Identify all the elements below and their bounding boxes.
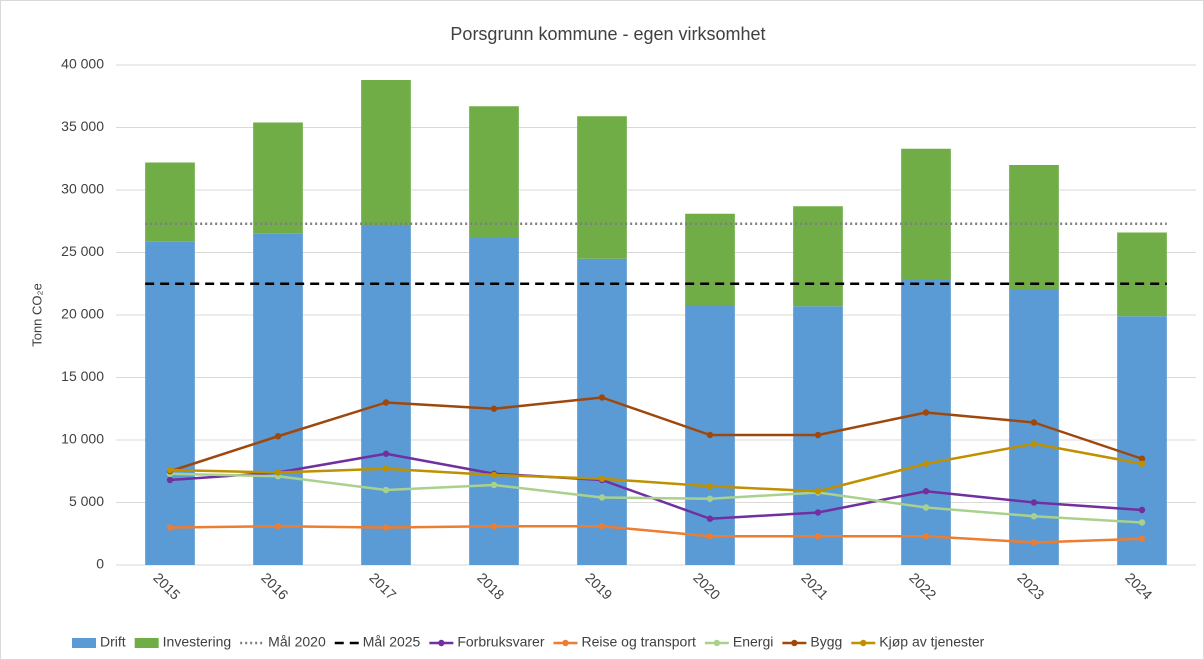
marker — [274, 469, 282, 476]
bar — [145, 162, 195, 242]
marker — [1030, 419, 1038, 426]
marker — [490, 481, 498, 489]
legend-label: Mål 2025 — [363, 634, 421, 650]
marker — [598, 494, 606, 501]
marker — [382, 450, 390, 457]
marker — [814, 509, 822, 516]
legend-label: Forbruksvarer — [457, 634, 544, 650]
legend-label: Reise og transport — [581, 634, 696, 650]
y-tick-label: 25 000 — [61, 243, 104, 259]
legend-label: Energi — [733, 634, 773, 650]
marker — [1138, 535, 1146, 542]
bar — [685, 213, 735, 305]
marker — [166, 466, 174, 474]
y-axis-title: Tonn CO₂e — [29, 283, 44, 347]
y-tick-label: 0 — [96, 556, 104, 572]
marker — [166, 524, 174, 531]
line-series — [169, 442, 1143, 493]
bar — [145, 241, 195, 565]
y-tick-label: 10 000 — [61, 431, 104, 447]
marker — [706, 515, 714, 522]
marker — [166, 476, 174, 484]
marker — [706, 431, 714, 439]
marker — [1030, 539, 1038, 546]
marker — [274, 433, 282, 440]
legend-label: Mål 2020 — [268, 634, 326, 650]
bar — [1117, 316, 1167, 565]
marker — [490, 523, 498, 530]
marker — [922, 533, 930, 540]
bar — [469, 237, 519, 565]
marker — [1138, 460, 1146, 467]
legend-label: Kjøp av tjenester — [879, 634, 984, 650]
marker — [490, 405, 498, 412]
marker — [382, 524, 390, 531]
marker — [1030, 440, 1038, 447]
marker — [1138, 506, 1146, 514]
legend-marker — [713, 639, 721, 647]
marker — [814, 533, 822, 540]
bar — [1009, 165, 1059, 290]
bar — [361, 80, 411, 225]
y-tick-label: 30 000 — [61, 181, 104, 197]
bar — [469, 106, 519, 238]
legend-label: Investering — [163, 634, 231, 650]
bar — [577, 258, 627, 565]
marker — [814, 431, 822, 439]
marker — [706, 533, 714, 540]
marker — [382, 465, 390, 472]
legend-marker — [791, 639, 798, 647]
marker — [598, 475, 606, 482]
marker — [922, 409, 930, 416]
legend-swatch — [134, 638, 159, 648]
y-tick-label: 20 000 — [61, 306, 104, 322]
y-tick-label: 5 000 — [69, 493, 104, 509]
line-series — [169, 525, 1143, 544]
y-tick-label: 40 000 — [61, 56, 104, 72]
marker — [1030, 499, 1038, 506]
bar — [577, 116, 627, 259]
marker — [490, 471, 498, 479]
marker — [922, 488, 930, 495]
legend-swatch — [72, 638, 96, 648]
line-series — [169, 396, 1143, 473]
y-tick-label: 15 000 — [61, 368, 104, 384]
marker — [922, 460, 930, 467]
bar — [253, 233, 303, 565]
marker — [814, 488, 822, 495]
chart-title: Porsgrunn kommune - egen virksomhet — [450, 24, 765, 44]
marker — [1030, 513, 1038, 520]
legend-label: Bygg — [810, 634, 842, 650]
bar — [361, 225, 411, 565]
marker — [598, 523, 606, 530]
line-series — [169, 472, 1143, 524]
marker — [706, 495, 714, 502]
marker — [1138, 519, 1146, 526]
bar — [793, 206, 843, 307]
marker — [382, 486, 390, 494]
marker — [706, 483, 714, 490]
y-tick-label: 35 000 — [61, 118, 104, 134]
marker — [274, 523, 282, 530]
marker — [922, 504, 930, 511]
bar — [1117, 232, 1167, 317]
marker — [1138, 455, 1146, 462]
bar — [253, 122, 303, 234]
legend-marker — [562, 639, 569, 647]
legend-marker — [860, 639, 867, 647]
marker — [382, 399, 390, 406]
legend-marker — [438, 639, 445, 647]
legend-label: Drift — [100, 634, 126, 650]
marker — [598, 394, 606, 401]
bar — [901, 148, 951, 280]
bar — [901, 280, 951, 565]
